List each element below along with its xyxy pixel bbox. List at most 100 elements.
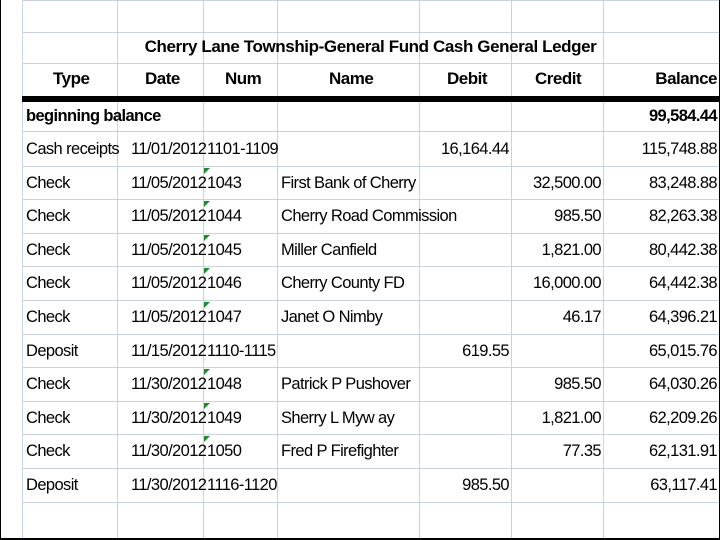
cell-credit: 32,500.00: [532, 174, 602, 192]
gridline: [22, 32, 719, 33]
cell-type: Check: [26, 308, 70, 326]
cell-num: 1043: [207, 174, 242, 192]
gridline: [22, 266, 719, 267]
gridline: [419, 0, 420, 538]
cell-name: [281, 469, 417, 502]
cell-debit: [421, 402, 509, 435]
beginning-balance-value: 99,584.44: [648, 107, 718, 125]
cell-balance: 62,131.91: [648, 442, 718, 460]
header-debit: Debit: [447, 69, 488, 88]
cell-name: [281, 335, 417, 368]
gridline: [22, 199, 719, 200]
cell-debit: [421, 167, 509, 200]
cell-debit: [421, 301, 509, 334]
cell-type: Deposit: [26, 476, 78, 494]
gridline: [203, 0, 204, 538]
cell-name: First Bank of Cherry: [281, 174, 416, 192]
gridline: [22, 401, 719, 402]
cell-debit: [421, 234, 509, 267]
cell-name: Cherry County FD: [281, 274, 405, 292]
header-date: Date: [145, 69, 180, 88]
gridline: [22, 434, 719, 435]
gridline: [22, 502, 719, 503]
cell-date: 11/05/2012: [131, 241, 207, 259]
header-name: Name: [329, 69, 374, 88]
cell-balance: 64,442.38: [648, 274, 718, 292]
cell-credit: [513, 469, 601, 502]
gridline: [22, 63, 719, 64]
cell-credit: 46.17: [562, 308, 602, 326]
gridline: [117, 0, 118, 538]
gridline: [22, 367, 719, 368]
cell-credit: 1,821.00: [541, 241, 602, 259]
text-number-warning-icon[interactable]: [204, 403, 210, 409]
gridline: [22, 0, 23, 538]
cell-num: 1046: [207, 274, 242, 292]
cell-name: Cherry Road Commission: [281, 207, 457, 225]
text-number-warning-icon[interactable]: [204, 168, 210, 174]
cell-num: 1047: [207, 308, 242, 326]
text-number-warning-icon[interactable]: [204, 369, 210, 375]
beginning-balance-label: beginning balance: [26, 107, 161, 125]
cell-type: Check: [26, 207, 70, 225]
cell-balance: 64,396.21: [648, 308, 718, 326]
cell-num: 1044: [207, 207, 242, 225]
cell-credit: 16,000.00: [532, 274, 602, 292]
cell-debit: [421, 435, 509, 468]
cell-name: Fred P Firefighter: [281, 442, 399, 460]
cell-credit: [513, 133, 601, 166]
cell-num: 1049: [207, 409, 242, 427]
cell-date: 11/05/2012: [131, 174, 207, 192]
cell-date: 11/05/2012: [131, 274, 207, 292]
cell-type: Check: [26, 442, 70, 460]
cell-num: 1050: [207, 442, 242, 460]
cell-debit: [421, 267, 509, 300]
text-number-warning-icon[interactable]: [204, 235, 210, 241]
cell-name: Sherry L Myw ay: [281, 409, 395, 427]
cell-balance: 65,015.76: [648, 342, 718, 360]
cell-debit: [421, 200, 509, 233]
cell-credit: 985.50: [554, 375, 601, 393]
cell-name: Miller Canfield: [281, 241, 377, 259]
cell-date: 11/15/2012: [131, 342, 207, 360]
text-number-warning-icon[interactable]: [204, 302, 210, 308]
cell-balance: 82,263.38: [648, 207, 718, 225]
cell-date: 11/01/2012: [131, 140, 207, 158]
cell-credit: [513, 335, 601, 368]
cell-date: 11/30/2012: [131, 442, 207, 460]
cell-date: 11/05/2012: [131, 207, 207, 225]
cell-balance: 115,748.88: [641, 140, 718, 158]
header-num: Num: [225, 69, 262, 88]
cell-num: 1110-1115: [207, 342, 276, 360]
cell-type: Check: [26, 409, 70, 427]
cell-date: 11/05/2012: [131, 308, 207, 326]
cell-num: 1116-1120: [207, 476, 277, 494]
gridline: [22, 131, 719, 132]
cell-balance: 64,030.26: [648, 375, 718, 393]
cell-num: 1101-1109: [207, 140, 279, 158]
cell-name: [281, 133, 417, 166]
cell-type: Check: [26, 274, 70, 292]
cell-type: Check: [26, 241, 70, 259]
header-credit: Credit: [535, 69, 582, 88]
text-number-warning-icon[interactable]: [204, 201, 210, 207]
gridline: [22, 300, 719, 301]
cell-balance: 63,117.41: [650, 476, 717, 494]
cell-debit: 16,164.44: [440, 140, 510, 158]
gridline: [22, 334, 719, 335]
cell-num: 1045: [207, 241, 242, 259]
text-number-warning-icon[interactable]: [204, 436, 210, 442]
cell-balance: 80,442.38: [648, 241, 718, 259]
cell-date: 11/30/2012: [131, 476, 207, 494]
text-number-warning-icon[interactable]: [204, 268, 210, 274]
header-rule: [22, 96, 719, 102]
cell-name: Patrick P Pushover: [281, 375, 411, 393]
cell-type: Check: [26, 174, 70, 192]
cell-credit: 985.50: [554, 207, 601, 225]
cell-credit: 1,821.00: [541, 409, 602, 427]
cell-date: 11/30/2012: [131, 409, 207, 427]
cell-num: 1048: [207, 375, 242, 393]
cell-credit: 77.35: [562, 442, 602, 460]
cell-name: Janet O Nimby: [281, 308, 383, 326]
gridline: [277, 0, 278, 538]
